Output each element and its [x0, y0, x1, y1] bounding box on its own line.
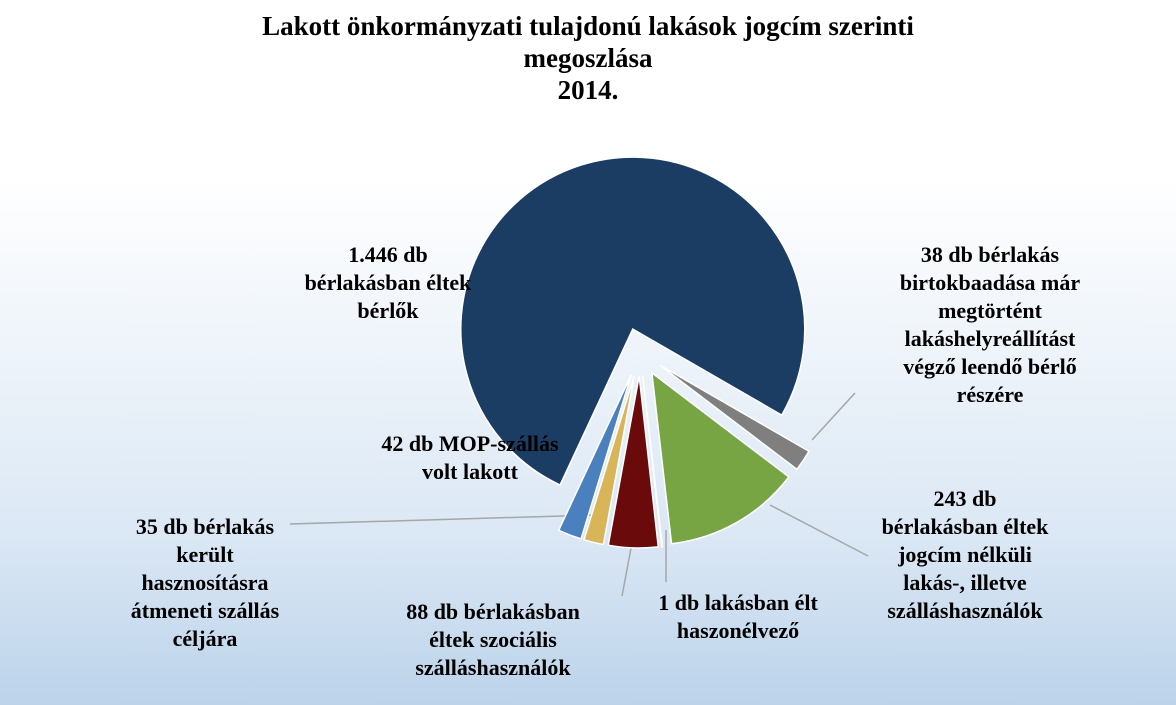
- data-label: 35 db bérlakás került hasznosításra átme…: [130, 514, 280, 651]
- data-label: 42 db MOP-szállás volt lakott: [381, 431, 559, 484]
- pie-slice: [650, 371, 790, 545]
- data-label: 88 db bérlakásban éltek szociális szállá…: [406, 599, 580, 680]
- pie-slice: [641, 375, 664, 548]
- data-label: 1.446 db bérlakásban éltek bérlők: [304, 242, 472, 323]
- data-label: 1 db lakásban élt haszonélvező: [658, 590, 818, 643]
- data-label: 243 db bérlakásban éltek jogcím nélküli …: [881, 486, 1049, 623]
- pie-slice: [583, 375, 636, 546]
- data-label: 38 db bérlakás birtokbaadása már megtört…: [899, 242, 1081, 407]
- pie-slice: [659, 364, 810, 471]
- pie-slice: [460, 156, 806, 486]
- pie-slice: [557, 374, 633, 540]
- leader-line: [811, 392, 856, 441]
- pie-slice: [607, 375, 660, 549]
- leader-line: [769, 504, 869, 557]
- chart-title: Lakott önkormányzati tulajdonú lakások j…: [262, 11, 914, 105]
- leader-line: [289, 514, 597, 525]
